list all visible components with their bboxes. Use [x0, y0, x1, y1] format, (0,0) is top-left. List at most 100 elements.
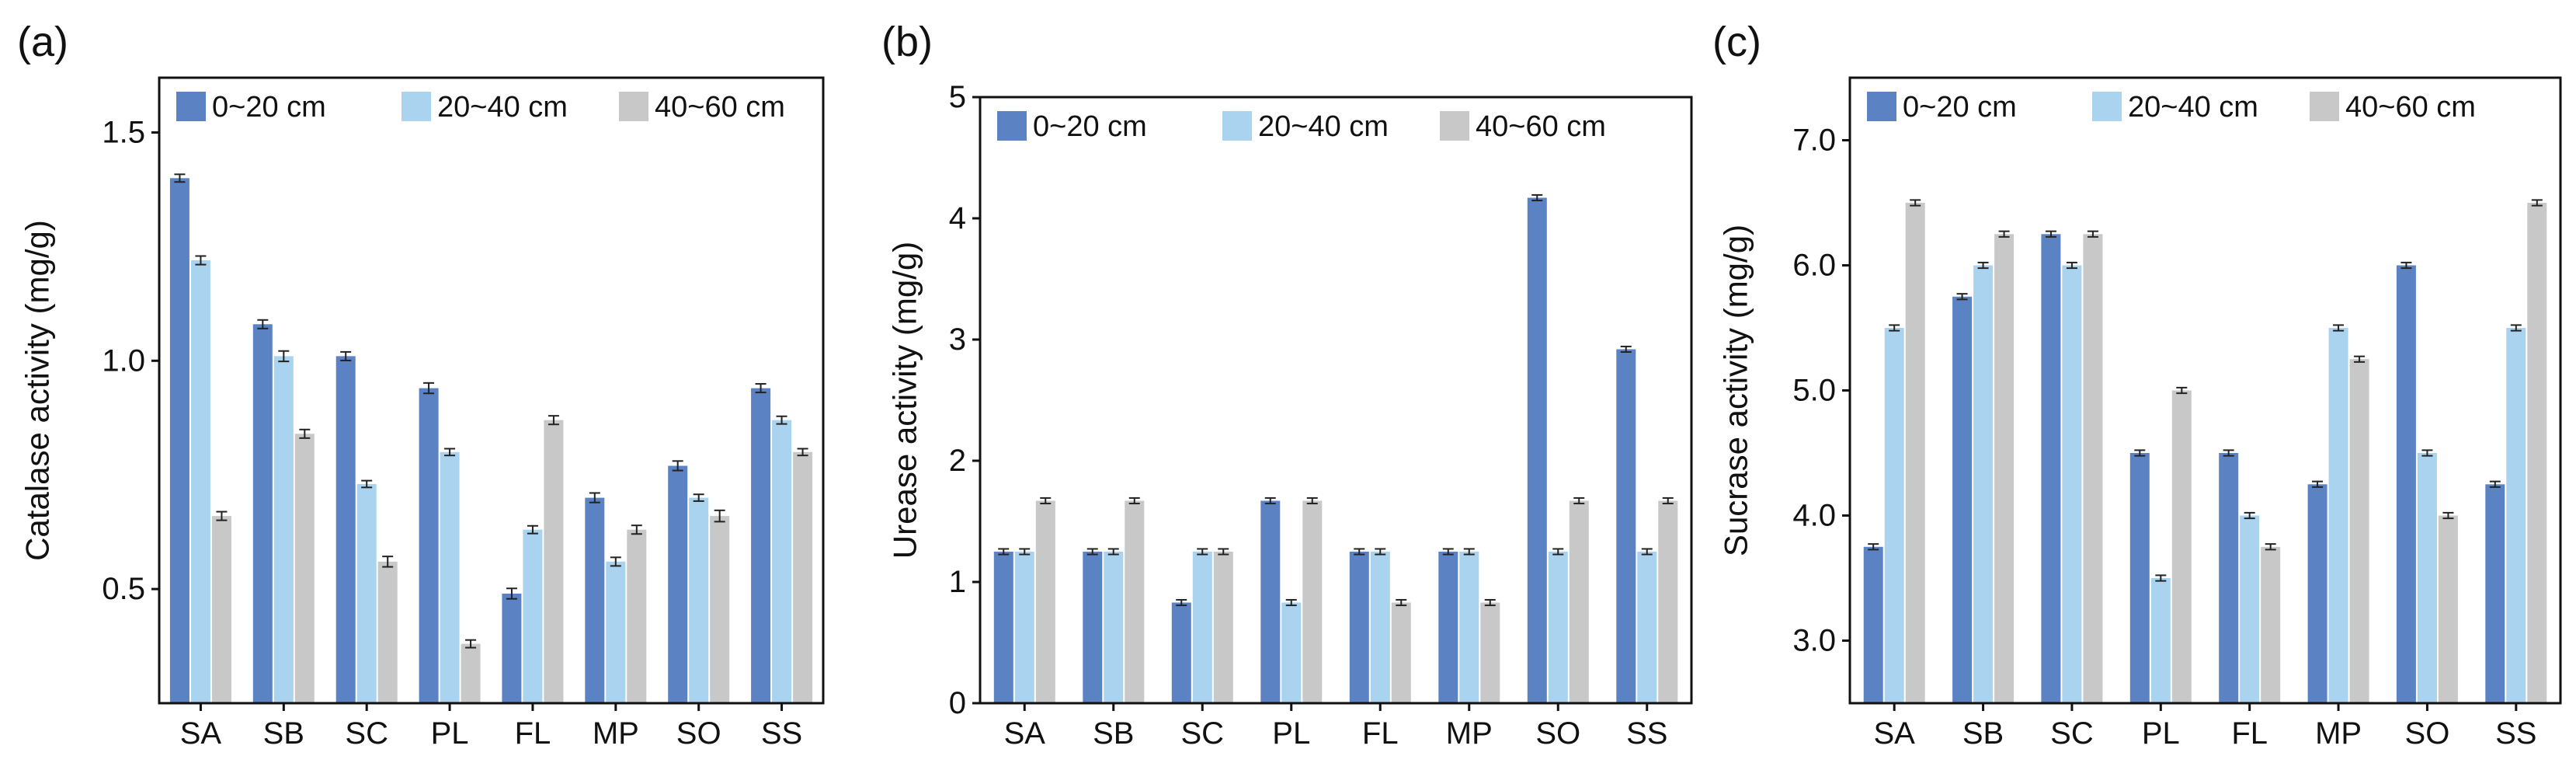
error-bar [1086, 548, 1098, 556]
bar-sc-series-3 [2083, 234, 2103, 704]
bar-pl-series-1 [1260, 500, 1281, 703]
bar-fl-series-3 [544, 420, 564, 703]
legend: 0~20 cm 20~40 cm 40~60 cm [997, 110, 1606, 143]
bar-sa-series-3 [1035, 500, 1055, 703]
bar-sb-series-3 [1125, 500, 1145, 703]
bar-fl-series-1 [502, 594, 522, 703]
x-tick-label-ss: SS [1626, 716, 1667, 751]
bar-mp-series-1 [2307, 484, 2327, 704]
x-tick-label-ss: SS [2495, 716, 2536, 751]
bar-mp-series-2 [606, 561, 626, 703]
error-bar [2265, 543, 2276, 551]
plot-frame [158, 76, 825, 705]
bar-ss-series-1 [751, 388, 771, 703]
bar-ss-series-1 [2485, 484, 2505, 704]
error-bar [610, 556, 621, 567]
bar-sc-series-1 [335, 356, 356, 703]
bar-ss-series-2 [2506, 328, 2526, 703]
legend-label: 0~20 cm [1033, 110, 1147, 143]
bar-fl-series-3 [1391, 602, 1411, 703]
legend-label: 20~40 cm [2128, 91, 2258, 124]
bar-ss-series-2 [772, 420, 792, 703]
error-bar [2155, 574, 2167, 582]
x-tick-label-sa: SA [1874, 716, 1916, 751]
bar-sc-series-2 [1192, 552, 1212, 703]
error-bar [2333, 324, 2345, 332]
error-bar [2244, 511, 2255, 520]
bar-sb-series-1 [1083, 552, 1103, 703]
error-bar [2066, 261, 2077, 270]
y-tick-label: 1.5 [102, 116, 145, 150]
error-bar [1573, 496, 1585, 505]
error-bar [299, 428, 311, 439]
y-tick-label: 7.0 [1792, 124, 1836, 158]
error-bar [1998, 230, 2010, 238]
legend-label: 40~60 cm [655, 91, 785, 124]
bar-so-series-3 [710, 516, 730, 703]
bar-mp-series-3 [2349, 359, 2369, 703]
error-bar [2045, 230, 2056, 238]
x-tick-label-mp: MP [1446, 716, 1493, 751]
legend-swatch [2310, 92, 2339, 121]
bar-sa-series-2 [1884, 328, 1904, 703]
bar-mp-series-2 [2328, 328, 2348, 703]
bar-sc-series-3 [1213, 552, 1233, 703]
bar-sa-series-3 [211, 516, 231, 703]
error-bar [1306, 496, 1318, 505]
error-bar [1910, 199, 1921, 207]
bar-sc-series-1 [2041, 234, 2061, 704]
error-bar [195, 255, 207, 266]
error-bar [2442, 511, 2454, 520]
error-bar [1484, 598, 1496, 607]
bar-pl-series-3 [1302, 500, 1323, 703]
bar-sa-series-1 [1863, 546, 1883, 704]
y-tick-label: 0 [949, 686, 966, 720]
bar-so-series-2 [1548, 552, 1568, 703]
error-bar [2489, 480, 2501, 488]
bar-pl-series-1 [419, 388, 439, 703]
error-bar [1662, 496, 1674, 505]
bar-mp-series-1 [1438, 552, 1458, 703]
legend-label: 40~60 cm [1476, 110, 1606, 143]
error-bar [2531, 199, 2543, 207]
error-bar [527, 524, 538, 535]
error-bar [361, 479, 373, 489]
bar-pl-series-2 [1281, 602, 1302, 703]
error-bar [2176, 386, 2188, 395]
bar-sb-series-1 [252, 324, 273, 703]
legend: 0~20 cm 20~40 cm 40~60 cm [176, 91, 785, 124]
y-tick-label: 1.0 [102, 343, 145, 378]
error-bar [465, 639, 477, 649]
chart-panel-2: (b) Urease activity (mg/g) 0 1 2 3 4 5 SA SB SC PL F… [881, 19, 1693, 751]
y-axis-title: Catalase activity (mg/g) [19, 220, 56, 561]
error-bar [2312, 480, 2324, 488]
x-tick-label-fl: FL [1362, 716, 1399, 751]
bar-ss-series-3 [793, 451, 813, 703]
error-bar [1868, 543, 1879, 551]
error-bar [2421, 449, 2433, 457]
bar-fl-series-2 [1370, 552, 1390, 703]
y-tick-label: 0.5 [102, 572, 145, 606]
panel-label: (b) [881, 19, 933, 65]
bar-pl-series-3 [461, 643, 481, 703]
bar-fl-series-3 [2261, 546, 2281, 704]
x-tick-label-sa: SA [1004, 716, 1046, 751]
bar-so-series-1 [2396, 265, 2416, 703]
bar-sc-series-1 [1171, 602, 1191, 703]
plot-frame [979, 96, 1693, 705]
bar-ss-series-3 [1658, 500, 1678, 703]
error-bar [1463, 548, 1475, 556]
bar-pl-series-2 [2150, 578, 2171, 703]
x-tick-label-so: SO [676, 716, 721, 751]
legend: 0~20 cm 20~40 cm 40~60 cm [1867, 91, 2476, 124]
error-bar [2087, 230, 2098, 238]
bar-ss-series-3 [2527, 203, 2547, 703]
x-tick-label-sa: SA [180, 716, 222, 751]
x-tick-label-fl: FL [2231, 716, 2268, 751]
error-bar [672, 460, 683, 472]
error-bar [1019, 548, 1031, 556]
error-bar [1620, 345, 1632, 354]
bar-so-series-3 [1569, 500, 1589, 703]
bar-sc-series-2 [356, 484, 377, 703]
